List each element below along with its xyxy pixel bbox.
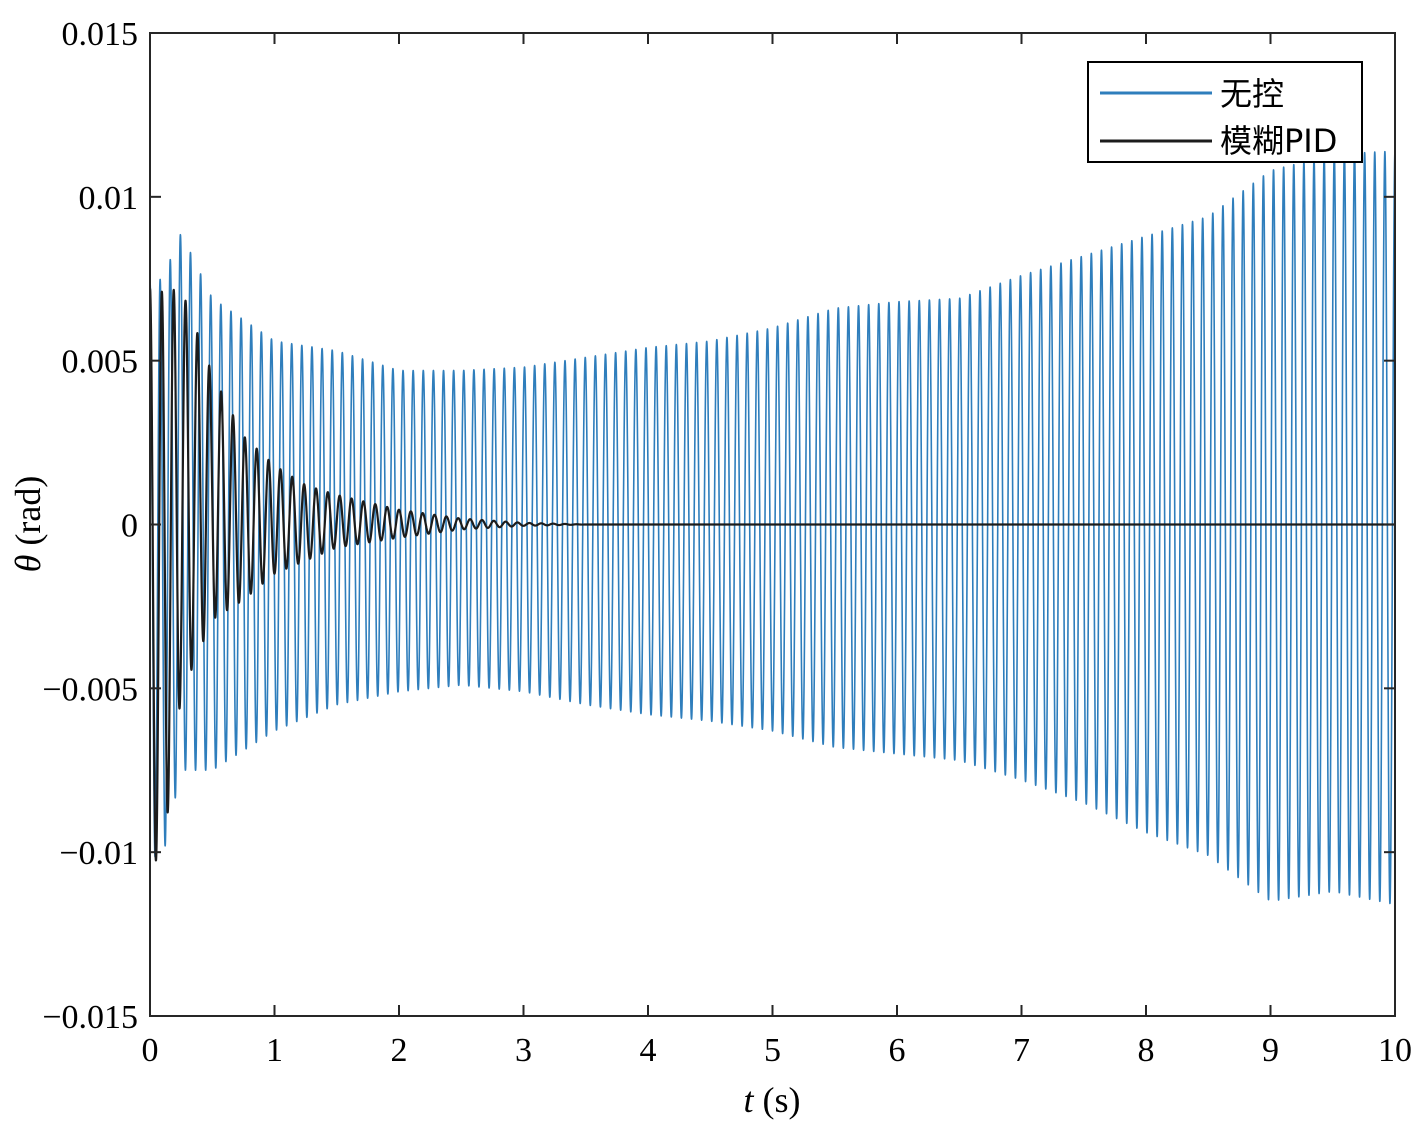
x-tick-label: 4 — [640, 1032, 657, 1069]
y-axis-label: θ (rad) — [8, 476, 48, 573]
series-line-uncontrolled — [150, 150, 1395, 905]
x-tick-label: 6 — [889, 1032, 906, 1069]
x-tick-label: 2 — [391, 1032, 408, 1069]
x-tick-label: 10 — [1378, 1032, 1412, 1069]
legend-label-uncontrolled: 无控 — [1220, 75, 1284, 113]
x-tick-label: 8 — [1138, 1032, 1155, 1069]
y-tick-label: −0.01 — [59, 835, 138, 872]
x-tick-label: 5 — [764, 1032, 781, 1069]
y-tick-label: 0.005 — [62, 344, 139, 381]
ticks-layer: 0 1 2 3 4 5 6 7 8 9 10 −0.015 −0.01 −0.005 0 0.005 0.01 0… — [42, 16, 1412, 1069]
x-tick-label: 9 — [1262, 1032, 1279, 1069]
series-layer — [150, 150, 1395, 905]
y-axis-variable: θ — [8, 555, 48, 573]
y-axis-unit: (rad) — [8, 476, 48, 555]
y-tick-label: 0 — [121, 508, 138, 545]
y-tick-label: −0.015 — [42, 999, 138, 1036]
legend-box — [1087, 61, 1363, 163]
legend-label-fuzzy-pid: 模糊PID — [1220, 122, 1337, 160]
x-axis-variable: t — [743, 1080, 754, 1120]
x-tick-label: 3 — [515, 1032, 532, 1069]
y-tick-label: −0.005 — [42, 671, 138, 708]
x-tick-label: 0 — [142, 1032, 159, 1069]
x-tick-label: 7 — [1013, 1032, 1030, 1069]
series-line-fuzzy-pid — [150, 287, 1395, 862]
legend: 无控 模糊PID — [1087, 61, 1363, 163]
y-tick-label: 0.015 — [62, 16, 139, 53]
y-tick-label: 0.01 — [79, 180, 139, 217]
x-axis-label: t (s) — [743, 1080, 800, 1120]
x-tick-label: 1 — [266, 1032, 283, 1069]
x-axis-unit: (s) — [754, 1080, 801, 1120]
